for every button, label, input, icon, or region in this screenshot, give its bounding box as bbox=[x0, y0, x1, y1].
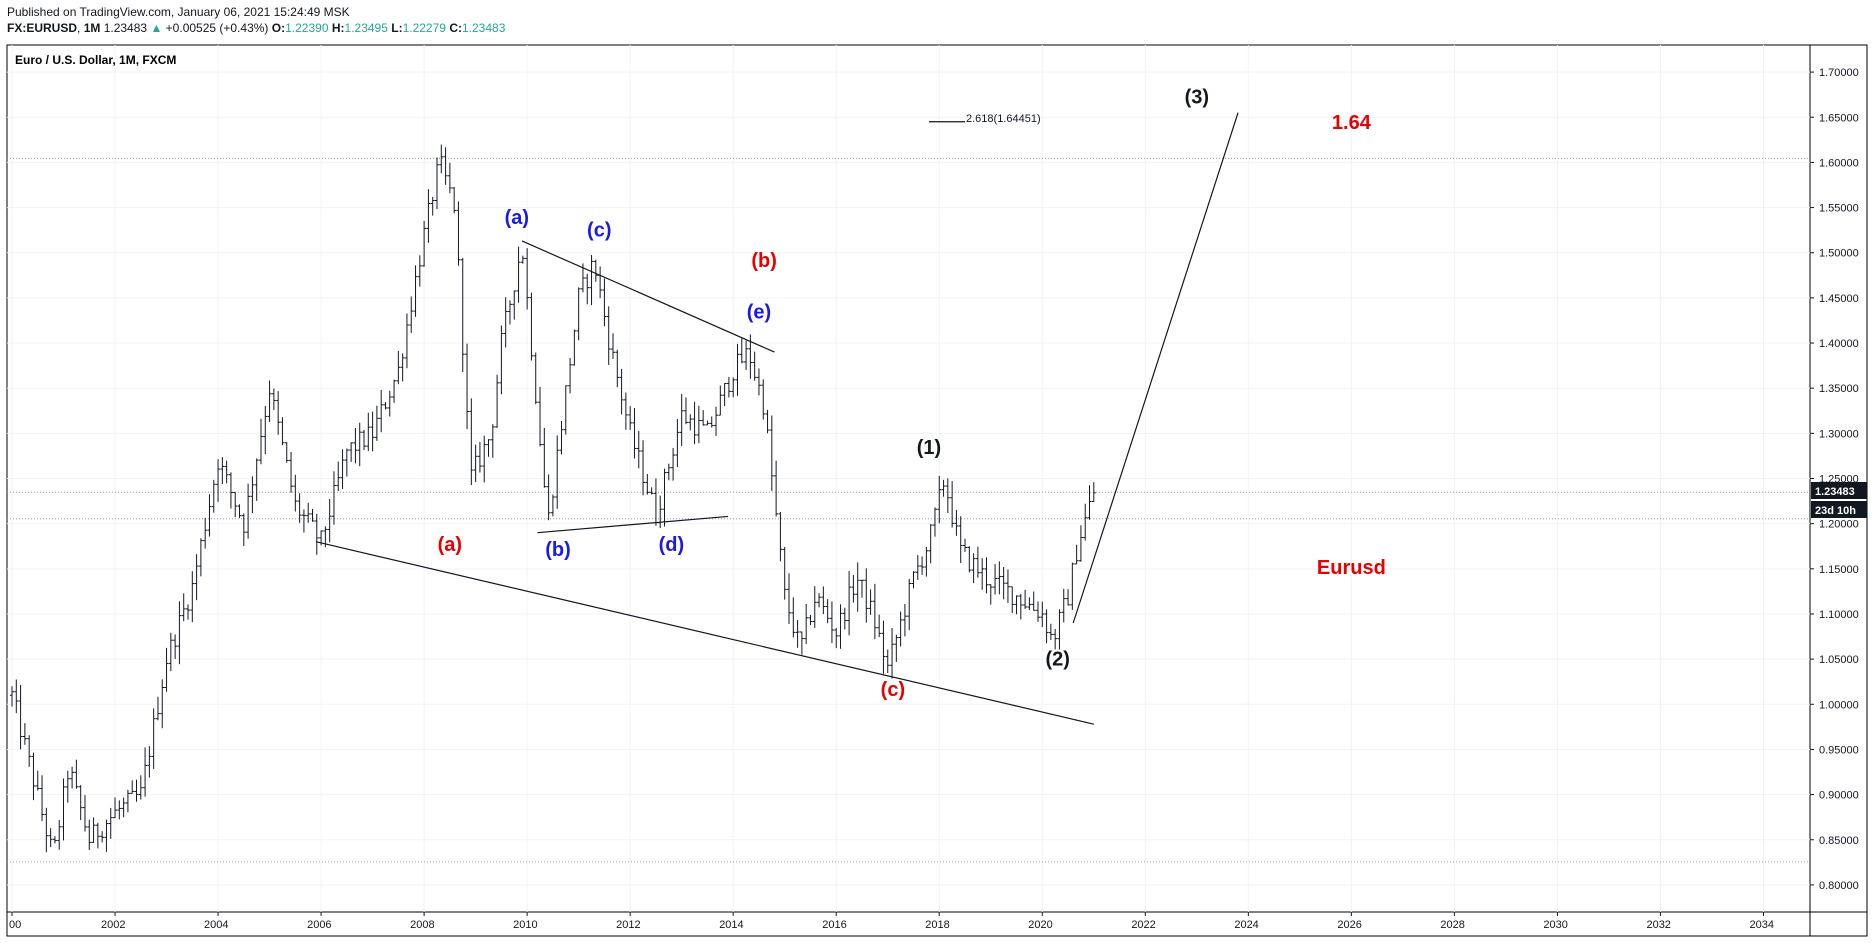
y-tick-label: 1.20000 bbox=[1819, 519, 1859, 531]
x-tick-label: 2034 bbox=[1749, 919, 1773, 931]
x-tick-label: 2032 bbox=[1646, 919, 1670, 931]
y-tick-label: 1.45000 bbox=[1819, 293, 1859, 305]
x-tick-label: 2020 bbox=[1028, 919, 1052, 931]
wave-label: (b) bbox=[751, 250, 777, 272]
wave-label: (d) bbox=[659, 534, 685, 556]
y-tick-label: 1.35000 bbox=[1819, 383, 1859, 395]
x-tick-label: 2018 bbox=[925, 919, 949, 931]
fib-label: 2.618(1.64451) bbox=[966, 113, 1041, 125]
x-tick-label: 2002 bbox=[101, 919, 125, 931]
y-tick-label: 1.50000 bbox=[1819, 248, 1859, 260]
x-tick-label: 2004 bbox=[204, 919, 228, 931]
grid bbox=[7, 45, 1810, 912]
x-tick-label: 2012 bbox=[616, 919, 640, 931]
y-tick-label: 1.15000 bbox=[1819, 564, 1859, 576]
low-value: 1.22279 bbox=[402, 21, 446, 35]
wave-label: (b) bbox=[545, 539, 571, 561]
wave-annotations: (a) (c) (e) (b) (d) (b) (a) (c) (1) (2) (3) 1.64 Eur… bbox=[438, 87, 1386, 701]
y-tick-label: 1.60000 bbox=[1819, 157, 1859, 169]
last-price: 1.23483 bbox=[103, 21, 148, 35]
wave-label: (2) bbox=[1046, 648, 1070, 670]
x-tick-label: 2024 bbox=[1234, 919, 1258, 931]
y-tick-label: 1.70000 bbox=[1819, 67, 1859, 79]
wave-label: (1) bbox=[917, 437, 941, 459]
y-tick-label: 1.65000 bbox=[1819, 112, 1859, 124]
chart-frame bbox=[6, 44, 1868, 937]
chart-title: Euro / U.S. Dollar, 1M, FXCM bbox=[15, 53, 176, 67]
price-bars bbox=[10, 144, 1096, 853]
last-price-tag-text: 1.23483 bbox=[1815, 486, 1855, 498]
trendlines[interactable] bbox=[315, 112, 1239, 725]
y-tick-label: 1.55000 bbox=[1819, 203, 1859, 215]
high-value: 1.23495 bbox=[344, 21, 388, 35]
open-value: 1.22390 bbox=[285, 21, 329, 35]
x-tick-label: 00 bbox=[9, 919, 21, 931]
y-tick-label: 1.40000 bbox=[1819, 338, 1859, 350]
price-change: +0.00525 (+0.43%) bbox=[165, 21, 269, 35]
trendline-lower-channel bbox=[315, 541, 1094, 725]
wave-label: (a) bbox=[505, 207, 529, 229]
open-label: O: bbox=[271, 21, 286, 35]
wave-label: (e) bbox=[747, 302, 771, 324]
high-label: H: bbox=[331, 21, 345, 35]
interval[interactable]: 1M bbox=[83, 21, 101, 35]
symbol-info-line: FX:EURUSD, 1M 1.23483 ▲ +0.00525 (+0.43%… bbox=[7, 21, 506, 35]
wave-label: (a) bbox=[438, 534, 462, 556]
close-value: 1.23483 bbox=[461, 21, 506, 35]
wave-label: (c) bbox=[587, 219, 611, 241]
trendline-upper-triangle bbox=[521, 240, 775, 353]
wave-label: (3) bbox=[1185, 87, 1209, 109]
y-tick-label: 1.30000 bbox=[1819, 428, 1859, 440]
x-tick-label: 2008 bbox=[410, 919, 434, 931]
trendline-lower-triangle bbox=[537, 515, 729, 534]
low-label: L: bbox=[391, 21, 403, 35]
y-tick-label: 0.95000 bbox=[1819, 744, 1859, 756]
countdown-tag: 23d 10h bbox=[1811, 501, 1867, 518]
price-axis[interactable]: 0.80000 0.85000 0.90000 0.95000 1.00000 1.050… bbox=[1810, 67, 1859, 892]
y-tick-label: 0.85000 bbox=[1819, 835, 1859, 847]
x-tick-label: 2030 bbox=[1543, 919, 1567, 931]
y-tick-label: 1.00000 bbox=[1819, 699, 1859, 711]
wave-label: 1.64 bbox=[1332, 112, 1372, 134]
x-tick-label: 2010 bbox=[513, 919, 537, 931]
published-line: Published on TradingView.com, January 06… bbox=[7, 5, 350, 19]
close-label: C: bbox=[449, 21, 462, 35]
last-price-tag: 1.23483 bbox=[1811, 482, 1867, 499]
x-tick-label: 2006 bbox=[307, 919, 331, 931]
symbol[interactable]: FX:EURUSD bbox=[7, 21, 78, 35]
trendline-wave-3-projection bbox=[1072, 112, 1239, 624]
x-tick-label: 2016 bbox=[822, 919, 846, 931]
x-tick-label: 2014 bbox=[719, 919, 743, 931]
time-axis[interactable]: 00 2002 2004 2006 2008 2010 2012 2014 2016 2018 20… bbox=[9, 912, 1774, 931]
y-tick-label: 0.80000 bbox=[1819, 880, 1859, 892]
wave-label: (c) bbox=[881, 679, 905, 701]
y-tick-label: 0.90000 bbox=[1819, 790, 1859, 802]
countdown-tag-text: 23d 10h bbox=[1815, 505, 1856, 517]
wave-label: Eurusd bbox=[1317, 557, 1386, 579]
x-tick-label: 2028 bbox=[1440, 919, 1464, 931]
x-tick-label: 2022 bbox=[1131, 919, 1155, 931]
horizontal-lines bbox=[7, 157, 1810, 863]
x-tick-label: 2026 bbox=[1337, 919, 1361, 931]
y-tick-label: 1.05000 bbox=[1819, 654, 1859, 666]
y-tick-label: 1.10000 bbox=[1819, 609, 1859, 621]
up-arrow-icon: ▲ bbox=[150, 21, 163, 35]
